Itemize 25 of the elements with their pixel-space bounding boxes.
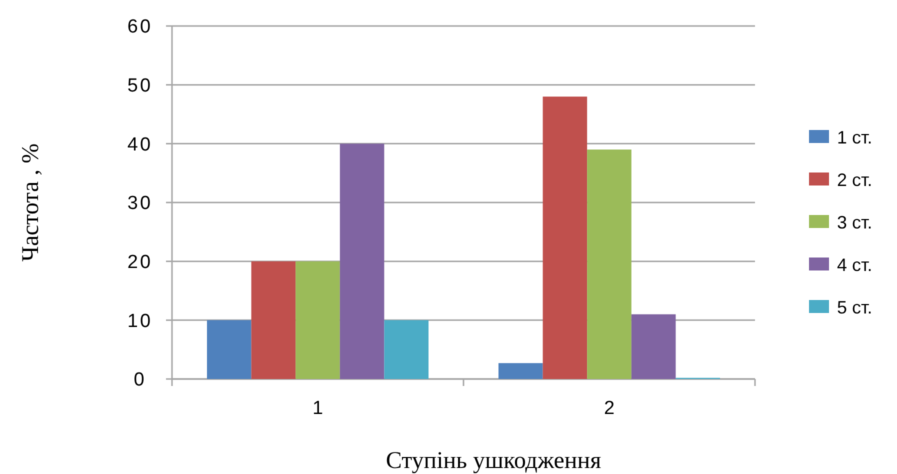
- bar: [251, 261, 296, 379]
- y-tick-label: 10: [127, 310, 153, 332]
- bar: [206, 320, 252, 379]
- legend-label: 4 ст.: [837, 254, 872, 275]
- legend-label: 2 ст.: [837, 170, 872, 190]
- y-tick-label: 20: [127, 252, 153, 273]
- bar: [498, 363, 543, 379]
- bar: [296, 261, 340, 379]
- x-tick-label: 2: [604, 398, 615, 419]
- y-axis-title: Частота , %: [18, 143, 44, 262]
- bar: [384, 320, 429, 379]
- bar: [631, 314, 676, 379]
- bar: [340, 144, 384, 379]
- x-axis-title: Ступінь ушкодження: [386, 448, 602, 474]
- bar: [542, 96, 588, 379]
- y-tick-label: 0: [134, 370, 146, 391]
- legend-label: 1 ст.: [837, 127, 872, 148]
- x-tick-label: 1: [312, 398, 324, 419]
- legend-label: 3 ст.: [837, 212, 872, 232]
- y-tick-label: 50: [127, 75, 153, 96]
- legend-label: 5 ст.: [837, 297, 872, 318]
- y-tick-label: 30: [127, 193, 153, 214]
- y-tick-label: 40: [127, 134, 153, 156]
- y-tick-label: 60: [127, 16, 153, 38]
- bar: [587, 150, 632, 379]
